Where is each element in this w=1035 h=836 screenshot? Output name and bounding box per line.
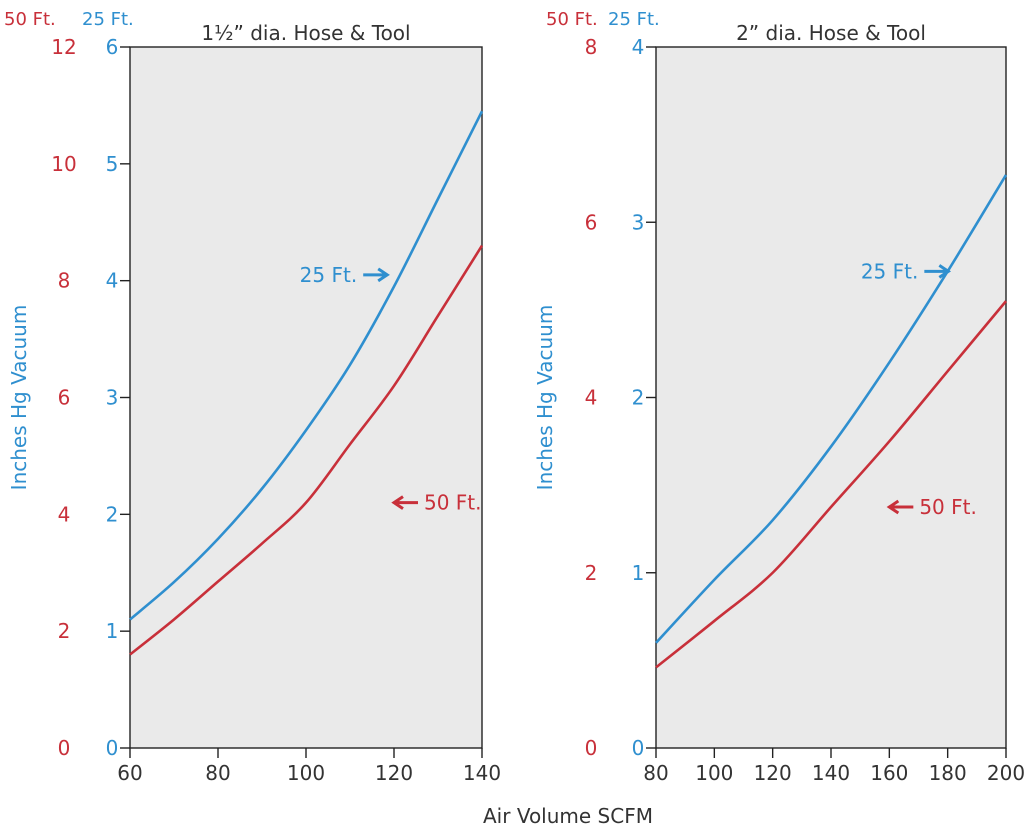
series-line-25ft [129, 110, 484, 621]
y-tick-label-25ft: 3 [632, 210, 645, 234]
series-line-50ft [655, 300, 1007, 669]
y-tick-label-50ft: 4 [58, 502, 71, 526]
y-tick-label-25ft: 1 [106, 619, 119, 643]
x-tick-label: 100 [287, 761, 325, 785]
x-tick-label: 200 [987, 761, 1025, 785]
y-tick-label-50ft: 8 [585, 35, 598, 59]
annotation-label-50ft: 50 Ft. [919, 495, 977, 519]
annotation-label-25ft: 25 Ft. [300, 263, 358, 287]
y-tick-label-50ft: 10 [51, 152, 76, 176]
arrow-left-icon [886, 499, 914, 515]
x-tick-label: 140 [812, 761, 850, 785]
y-tick-label-50ft: 0 [585, 736, 598, 760]
x-tick-label: 180 [929, 761, 967, 785]
plot-area [655, 46, 1007, 749]
series-line-50ft [129, 244, 484, 656]
y-tick-label-25ft: 4 [106, 269, 119, 293]
y-tick-label-25ft: 5 [106, 152, 119, 176]
x-tick-label: 80 [205, 761, 230, 785]
x-tick-label: 80 [643, 761, 668, 785]
annotation-label-25ft: 25 Ft. [861, 259, 919, 283]
chart-right: 2” dia. Hose & Tool 50 Ft. 25 Ft. Inches Hg… [533, 9, 1025, 785]
x-tick-label: 140 [463, 761, 501, 785]
y-tick-label-50ft: 8 [58, 269, 71, 293]
y-tick-label-25ft: 3 [106, 386, 119, 410]
y-tick-label-50ft: 6 [58, 386, 71, 410]
x-tick-label: 160 [870, 761, 908, 785]
arrow-left-icon [391, 495, 418, 510]
plot-area [129, 46, 483, 749]
y-tick-label-25ft: 2 [632, 386, 645, 410]
y-tick-label-50ft: 0 [58, 736, 71, 760]
y-tick-label-25ft: 4 [632, 35, 645, 59]
chart-title: 2” dia. Hose & Tool [736, 21, 926, 45]
x-tick-label: 60 [117, 761, 142, 785]
x-tick-label: 100 [695, 761, 733, 785]
y-tick-label-50ft: 4 [585, 386, 598, 410]
annotation-label-50ft: 50 Ft. [424, 491, 482, 515]
chart-left: 1½” dia. Hose & Tool 50 Ft. 25 Ft. Inches H… [4, 9, 501, 785]
y-tick-label-50ft: 2 [58, 619, 71, 643]
axis-header-25ft: 25 Ft. [608, 9, 660, 30]
y-axis-label: Inches Hg Vacuum [7, 305, 31, 491]
y-tick-label-50ft: 12 [51, 35, 76, 59]
x-tick-label: 120 [754, 761, 792, 785]
y-tick-label-50ft: 2 [585, 561, 598, 585]
x-axis-label: Air Volume SCFM [483, 804, 653, 828]
axis-header-25ft: 25 Ft. [82, 9, 134, 30]
axis-header-50ft: 50 Ft. [4, 9, 56, 30]
y-tick-label-25ft: 2 [106, 502, 119, 526]
y-tick-label-25ft: 0 [106, 736, 119, 760]
chart-title: 1½” dia. Hose & Tool [201, 21, 410, 45]
y-tick-label-25ft: 0 [632, 736, 645, 760]
x-tick-label: 120 [375, 761, 413, 785]
y-axis-label: Inches Hg Vacuum [533, 305, 557, 491]
arrow-right-icon [363, 267, 390, 283]
y-tick-label-25ft: 1 [632, 561, 645, 585]
arrow-right-icon [924, 264, 952, 279]
y-tick-label-50ft: 6 [585, 210, 598, 234]
axis-header-50ft: 50 Ft. [546, 9, 598, 30]
y-tick-label-25ft: 6 [106, 35, 119, 59]
